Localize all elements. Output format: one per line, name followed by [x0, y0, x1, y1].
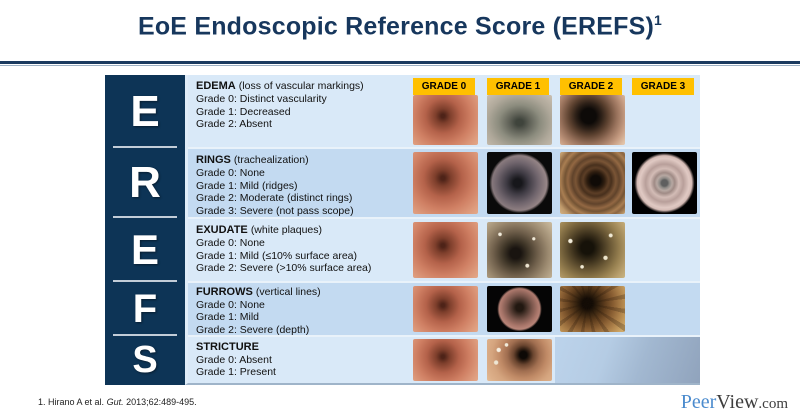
rings-qualifier: (trachealization) — [233, 154, 309, 167]
grade-line: Grade 1: Mild (≤10% surface area) — [196, 249, 357, 262]
grade-0-header: GRADE 0 — [413, 78, 475, 95]
letter-text: R — [129, 158, 161, 207]
letter-text: F — [132, 286, 158, 331]
letter-stricture: S — [105, 336, 185, 385]
grade-line: Grade 2: Moderate (distinct rings) — [196, 192, 353, 205]
grade-line: Grade 0: Distinct vascularity — [196, 93, 327, 105]
endoscopy-image-rings-grade-2 — [560, 152, 625, 215]
grade-line: Grade 2: Absent — [196, 118, 272, 130]
grade-line: Grade 1: Mild (ridges) — [196, 179, 298, 192]
endoscopy-image-furrows-grade-2 — [560, 285, 625, 332]
title-divider-shadow — [0, 65, 800, 66]
grade-line: Grade 1: Decreased — [196, 105, 291, 118]
row-exudate: EXUDATE (white plaques) Grade 0: None Gr… — [188, 217, 700, 281]
letter-exudate: E — [105, 218, 185, 282]
endoscopy-image-exudate-grade-1 — [487, 221, 552, 278]
rings-term: RINGS — [196, 154, 231, 167]
reference-prefix: 1. Hirano A et al. — [38, 397, 105, 407]
exudate-description: EXUDATE (white plaques) Grade 0: None Gr… — [188, 219, 405, 280]
letter-separator — [113, 334, 177, 336]
reference-suffix: 2013;62:489-495. — [126, 397, 197, 407]
endoscopy-image-rings-grade-1 — [487, 152, 552, 215]
furrows-qualifier: (vertical lines) — [255, 285, 321, 298]
row-furrows: FURROWS (vertical lines) Grade 0: None G… — [188, 280, 700, 336]
endoscopy-image-furrows-grade-0 — [413, 285, 478, 332]
edema-description: EDEMA (loss of vascular markings) Grade … — [188, 75, 405, 147]
row-rings: RINGS (trachealization) Grade 0: None Gr… — [188, 147, 700, 218]
grade-2-header: GRADE 2 — [560, 78, 622, 95]
letter-separator — [113, 216, 177, 218]
grade-3-header: GRADE 3 — [632, 78, 694, 95]
exudate-qualifier: (white plaques) — [250, 224, 323, 237]
page-title-superscript: 1 — [654, 12, 663, 28]
erefs-table: E R E F S EDEMA (loss of vascular markin… — [105, 75, 700, 385]
endoscopy-image-stricture-grade-0 — [413, 338, 478, 381]
grade-line: Grade 0: None — [196, 237, 265, 250]
endoscopy-image-furrows-grade-1 — [487, 285, 552, 332]
footnote-reference: 1. Hirano A et al. Gut. 2013;62:489-495. — [38, 397, 197, 407]
letter-edema: E — [105, 75, 185, 148]
edema-qualifier: (loss of vascular markings) — [238, 80, 364, 92]
background-gradient-swoosh — [555, 336, 700, 383]
letter-separator — [113, 280, 177, 282]
furrows-image-strip — [405, 283, 700, 335]
erefs-letter-column: E R E F S — [105, 75, 185, 385]
endoscopy-image-stricture-grade-1 — [487, 338, 552, 381]
title-divider — [0, 61, 800, 64]
edema-term: EDEMA — [196, 80, 236, 92]
grade-line: Grade 1: Mild — [196, 311, 260, 324]
logo-peer: Peer — [680, 391, 717, 413]
endoscopy-image-rings-grade-3 — [632, 152, 697, 215]
endoscopy-image-edema-grade-1 — [487, 95, 552, 145]
grade-line: Grade 2: Severe (depth) — [196, 323, 310, 336]
letter-separator — [113, 146, 177, 148]
grade-line: Grade 1: Present — [196, 366, 276, 379]
page-title-text: EoE Endoscopic Reference Score (EREFS) — [137, 12, 655, 41]
edema-image-strip: GRADE 0 GRADE 1 GRADE 2 GRADE 3 — [405, 75, 700, 147]
furrows-term: FURROWS — [196, 285, 253, 298]
grade-1-header: GRADE 1 — [487, 78, 549, 95]
furrows-description: FURROWS (vertical lines) Grade 0: None G… — [188, 283, 405, 336]
letter-text: E — [130, 226, 159, 273]
grade-line: Grade 0: Absent — [196, 353, 272, 366]
endoscopy-image-edema-grade-0 — [413, 95, 478, 145]
rings-image-strip — [405, 149, 700, 217]
grade-line: Grade 0: None — [196, 298, 265, 311]
letter-text: S — [132, 339, 158, 381]
endoscopy-image-exudate-grade-2 — [560, 221, 625, 278]
peerview-logo: PeerView.com — [681, 391, 788, 414]
row-edema: EDEMA (loss of vascular markings) Grade … — [188, 75, 700, 148]
row-stricture: STRICTURE Grade 0: Absent Grade 1: Prese… — [188, 334, 700, 383]
exudate-term: EXUDATE — [196, 224, 248, 237]
erefs-rows: EDEMA (loss of vascular markings) Grade … — [185, 75, 700, 385]
page-title: EoE Endoscopic Reference Score (EREFS)1 — [0, 12, 800, 41]
grade-line: Grade 2: Severe (>10% surface area) — [196, 262, 372, 275]
grade-line: Grade 3: Severe (not pass scope) — [196, 204, 354, 217]
rings-description: RINGS (trachealization) Grade 0: None Gr… — [188, 149, 405, 217]
letter-furrows: F — [105, 282, 185, 336]
endoscopy-image-edema-grade-2 — [560, 95, 625, 145]
stricture-term: STRICTURE — [196, 340, 259, 353]
exudate-image-strip — [405, 219, 700, 280]
stricture-description: STRICTURE Grade 0: Absent Grade 1: Prese… — [188, 337, 405, 383]
logo-com: .com — [758, 396, 788, 412]
reference-journal: Gut. — [106, 397, 124, 407]
grade-line: Grade 0: None — [196, 167, 265, 180]
endoscopy-image-exudate-grade-0 — [413, 221, 478, 278]
letter-rings: R — [105, 148, 185, 218]
stricture-image-strip — [405, 336, 700, 383]
endoscopy-image-rings-grade-0 — [413, 152, 478, 215]
letter-text: E — [130, 86, 160, 136]
logo-view: View — [716, 391, 759, 413]
